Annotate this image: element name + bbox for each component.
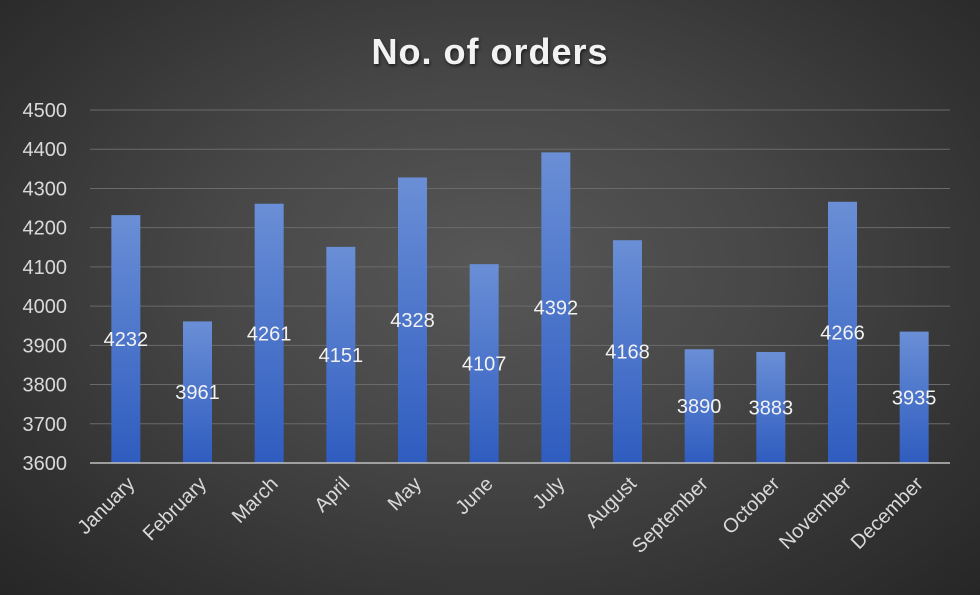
y-tick-label: 4100 [23,257,68,279]
bar-july [541,152,571,464]
y-tick-label: 4400 [23,139,68,161]
y-tick-label: 4000 [23,296,68,318]
y-tick-label: 4300 [23,178,68,200]
x-tick-label-march: March [228,473,283,528]
x-tick-label-may: May [384,473,426,515]
bar-september [684,349,714,463]
y-tick-label: 3600 [23,453,68,475]
bars [111,152,929,464]
bar-december [899,331,929,463]
bar-october [756,352,786,463]
x-tick-label-december: December [847,473,928,554]
x-tick-label-january: January [73,473,139,539]
y-axis-ticks: 3600 3700 3800 3900 4000 4100 4200 4300 4400 4500 [23,100,68,475]
bar-november [828,201,857,463]
x-tick-label-november: November [775,473,856,554]
data-label-march: 4261 [247,323,292,345]
x-tick-label-september: September [628,473,713,558]
x-tick-label-august: August [581,473,641,533]
x-tick-label-june: June [451,473,497,519]
data-labels: 4232 3961 4261 4151 4328 4107 4392 4168 3890 3883… [104,298,937,420]
y-tick-label: 3700 [23,414,68,436]
y-tick-label: 3900 [23,335,68,357]
chart-title: No. of orders [371,31,608,72]
data-label-january: 4232 [104,329,149,351]
x-tick-label-october: October [718,473,784,539]
data-label-november: 4266 [820,322,865,344]
bar-february [183,321,212,463]
data-label-september: 3890 [677,396,722,418]
x-tick-label-april: April [311,473,355,517]
x-tick-label-july: July [529,473,570,514]
x-tick-label-february: February [139,473,211,545]
data-label-july: 4392 [534,298,579,320]
bar-april [326,246,356,463]
data-label-february: 3961 [175,382,220,404]
y-tick-label: 4500 [23,100,68,122]
data-label-august: 4168 [605,342,650,364]
gridlines [90,109,950,425]
data-label-april: 4151 [319,345,364,367]
bar-may [398,177,427,463]
x-axis-ticks: January February March April May June July Augu… [73,473,927,558]
data-label-may: 4328 [390,310,435,332]
data-label-june: 4107 [462,354,507,376]
bar-june [469,264,499,463]
bar-march [254,203,284,464]
data-label-december: 3935 [892,387,937,409]
data-label-october: 3883 [749,398,794,420]
y-tick-label: 3800 [23,375,68,397]
bar-january [111,215,141,463]
bar-august [613,240,642,463]
y-tick-label: 4200 [23,218,68,240]
